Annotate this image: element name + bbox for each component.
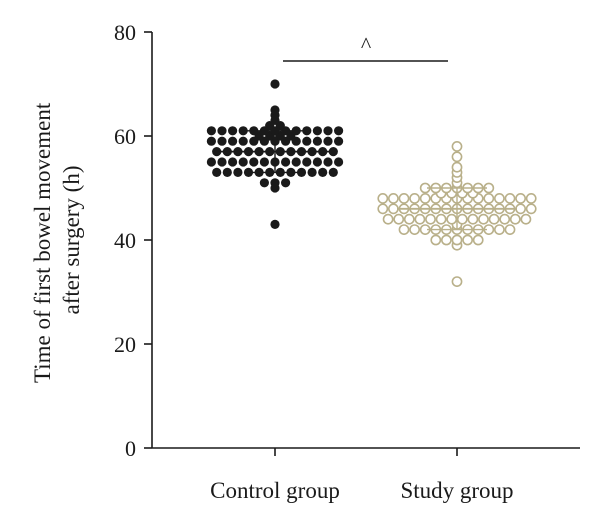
y-tick-label-60: 60 bbox=[114, 124, 136, 149]
control-point bbox=[291, 157, 301, 167]
control-point bbox=[334, 126, 344, 136]
control-point bbox=[270, 79, 280, 89]
study-point bbox=[504, 224, 516, 235]
study-point bbox=[403, 213, 415, 225]
study-point bbox=[509, 213, 521, 225]
control-point bbox=[259, 157, 269, 167]
control-point bbox=[312, 126, 322, 136]
control-point bbox=[238, 136, 248, 146]
control-point bbox=[270, 219, 280, 229]
control-point bbox=[302, 157, 312, 167]
study-point bbox=[451, 151, 463, 163]
control-point bbox=[233, 167, 243, 177]
study-point bbox=[387, 203, 399, 215]
y-axis-label: Time of first bowel movement after surge… bbox=[30, 97, 84, 383]
y-tick-label-20: 20 bbox=[114, 332, 136, 357]
control-point bbox=[228, 126, 238, 136]
control-point bbox=[312, 136, 322, 146]
control-point bbox=[328, 167, 338, 177]
control-point bbox=[217, 136, 227, 146]
study-point bbox=[446, 213, 458, 225]
y-tick-label-80: 80 bbox=[114, 20, 136, 45]
control-point bbox=[281, 178, 291, 188]
control-point bbox=[323, 157, 333, 167]
data-points bbox=[206, 79, 537, 287]
y-ticks: 0 20 40 60 80 bbox=[114, 20, 152, 461]
study-point bbox=[419, 192, 431, 204]
control-point bbox=[217, 157, 227, 167]
study-point bbox=[525, 192, 537, 204]
study-point bbox=[451, 234, 463, 246]
study-point bbox=[398, 192, 410, 204]
study-point bbox=[425, 213, 436, 225]
control-point bbox=[323, 126, 333, 136]
control-point bbox=[334, 136, 344, 146]
control-point bbox=[212, 167, 222, 177]
control-point bbox=[222, 167, 232, 177]
study-point bbox=[493, 224, 505, 235]
study-point bbox=[515, 203, 526, 215]
control-point bbox=[228, 136, 238, 146]
study-point bbox=[393, 213, 405, 225]
axes bbox=[151, 32, 580, 449]
study-point bbox=[377, 203, 389, 215]
control-point bbox=[206, 157, 216, 167]
study-point bbox=[409, 192, 420, 204]
summary-lines bbox=[215, 130, 517, 231]
significance-marker: ^ bbox=[361, 32, 372, 57]
study-point bbox=[451, 161, 463, 173]
study-point bbox=[382, 213, 394, 225]
study-point bbox=[493, 192, 505, 204]
study-point bbox=[451, 276, 463, 287]
study-point bbox=[467, 213, 479, 225]
study-point bbox=[456, 213, 468, 225]
control-point bbox=[249, 157, 259, 167]
control-point bbox=[334, 157, 344, 167]
control-point bbox=[307, 167, 317, 177]
control-point bbox=[323, 136, 333, 146]
control-point bbox=[238, 126, 248, 136]
study-point bbox=[430, 234, 442, 246]
study-point bbox=[483, 192, 495, 204]
study-point bbox=[478, 213, 489, 225]
study-point bbox=[504, 192, 516, 204]
study-point bbox=[451, 140, 463, 152]
study-point bbox=[488, 213, 500, 225]
study-point bbox=[398, 224, 410, 235]
control-point bbox=[270, 178, 280, 188]
study-point bbox=[462, 234, 473, 246]
study-point bbox=[472, 234, 484, 246]
x-ticks bbox=[274, 448, 458, 456]
y-axis-label-line-2: after surgery (h) bbox=[59, 165, 84, 314]
y-axis-label-line-1: Time of first bowel movement bbox=[30, 102, 55, 383]
study-point bbox=[409, 224, 420, 235]
control-point bbox=[259, 178, 269, 188]
control-point bbox=[217, 126, 227, 136]
x-tick-label-control-group: Control group bbox=[210, 478, 340, 503]
control-point bbox=[206, 136, 216, 146]
study-point bbox=[499, 213, 511, 225]
y-tick-label-0: 0 bbox=[125, 436, 136, 461]
study-point bbox=[440, 234, 452, 246]
control-point bbox=[206, 126, 216, 136]
x-tick-label-study-group: Study group bbox=[400, 478, 513, 503]
study-point bbox=[515, 192, 526, 204]
control-point bbox=[302, 126, 312, 136]
study-point bbox=[525, 203, 537, 215]
control-point bbox=[318, 167, 328, 177]
study-point bbox=[387, 192, 399, 204]
control-point bbox=[228, 157, 238, 167]
control-point bbox=[270, 105, 280, 115]
study-point bbox=[520, 213, 532, 225]
control-point bbox=[312, 157, 322, 167]
control-point bbox=[238, 157, 248, 167]
study-point bbox=[377, 192, 389, 204]
control-point bbox=[302, 136, 312, 146]
control-point bbox=[281, 157, 291, 167]
study-point bbox=[414, 213, 426, 225]
study-point bbox=[435, 213, 447, 225]
y-tick-label-40: 40 bbox=[114, 228, 136, 253]
